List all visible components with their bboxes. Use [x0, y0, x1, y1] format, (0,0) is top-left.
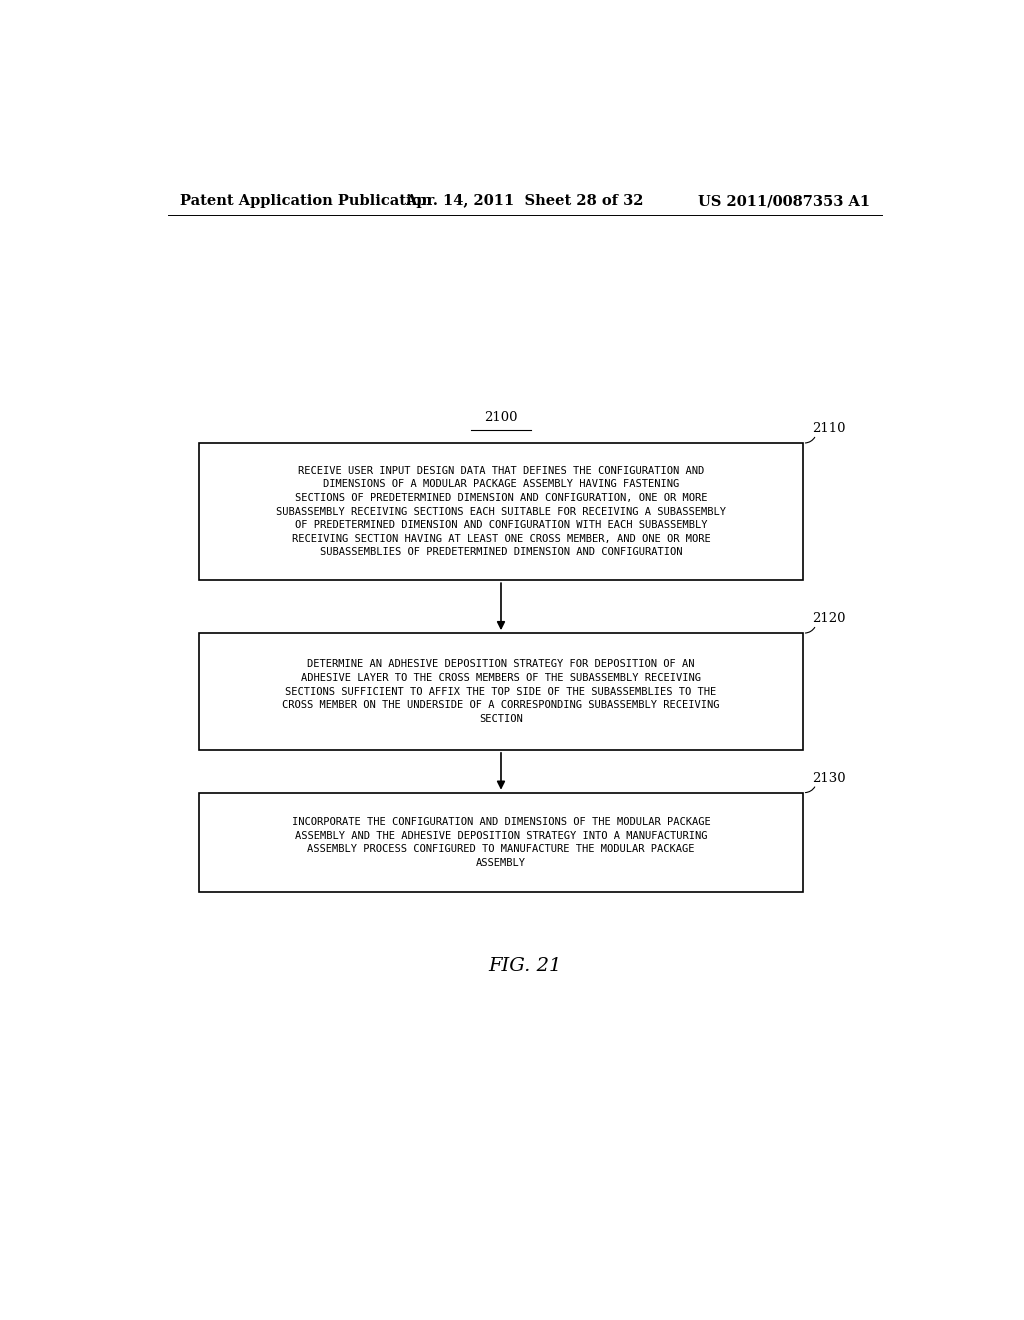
Text: FIG. 21: FIG. 21 — [488, 957, 561, 975]
Text: 2120: 2120 — [812, 612, 846, 624]
Text: INCORPORATE THE CONFIGURATION AND DIMENSIONS OF THE MODULAR PACKAGE
ASSEMBLY AND: INCORPORATE THE CONFIGURATION AND DIMENS… — [292, 817, 711, 867]
Bar — [200, 792, 803, 892]
Text: Apr. 14, 2011  Sheet 28 of 32: Apr. 14, 2011 Sheet 28 of 32 — [406, 194, 644, 209]
Text: Patent Application Publication: Patent Application Publication — [179, 194, 431, 209]
Bar — [200, 634, 803, 750]
Text: 2130: 2130 — [812, 771, 846, 784]
Text: RECEIVE USER INPUT DESIGN DATA THAT DEFINES THE CONFIGURATION AND
DIMENSIONS OF : RECEIVE USER INPUT DESIGN DATA THAT DEFI… — [276, 466, 726, 557]
Text: DETERMINE AN ADHESIVE DEPOSITION STRATEGY FOR DEPOSITION OF AN
ADHESIVE LAYER TO: DETERMINE AN ADHESIVE DEPOSITION STRATEG… — [283, 659, 720, 723]
Bar — [200, 444, 803, 581]
Text: 2110: 2110 — [812, 422, 846, 434]
Text: US 2011/0087353 A1: US 2011/0087353 A1 — [698, 194, 870, 209]
Text: 2100: 2100 — [484, 411, 518, 424]
